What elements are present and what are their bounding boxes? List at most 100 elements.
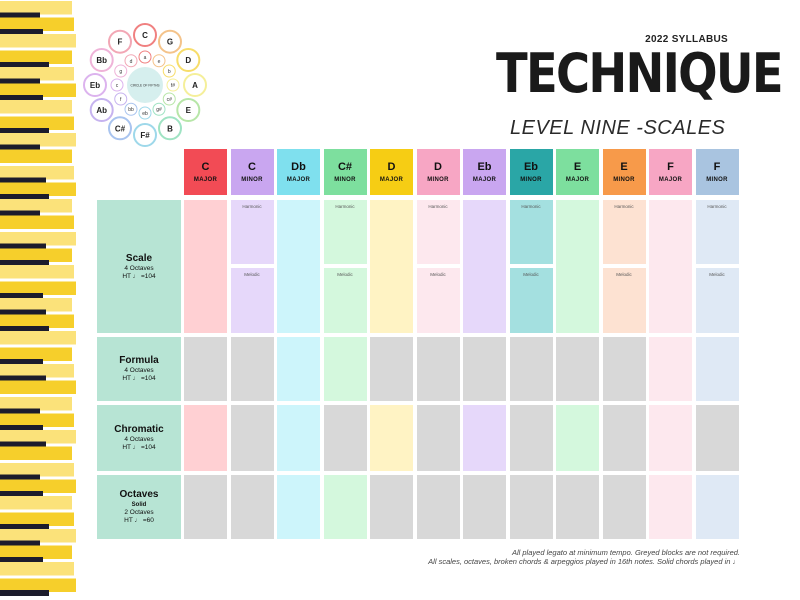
piano-black-key: [0, 210, 40, 217]
piano-white-key: [0, 199, 72, 213]
row-detail: 4 Octaves: [124, 264, 154, 272]
piano-white-key: [0, 331, 76, 345]
piano-white-key: [0, 83, 76, 97]
chromatic-cell: [370, 405, 413, 471]
minor-key-bubble: [162, 92, 176, 106]
octaves-cell: [277, 475, 320, 539]
major-key-bubble: [83, 73, 107, 97]
scale-cell-melodic: Melodic: [230, 268, 274, 333]
major-key-bubble: [158, 29, 182, 54]
octaves-cell: [602, 475, 646, 539]
chromatic-cell: [323, 405, 367, 471]
row-label-formula: Formula 4 Octaves HT ♩ =104: [97, 337, 181, 401]
piano-black-key: [0, 441, 46, 448]
row-label-chromatic: Chromatic 4 Octaves HT ♩ =104: [97, 405, 181, 471]
piano-black-key: [0, 95, 43, 101]
column-header: D MAJOR: [370, 149, 413, 195]
octaves-cell: [556, 475, 599, 539]
octaves-cell: [509, 475, 553, 539]
column-header: Eb MINOR: [509, 149, 553, 195]
piano-white-key: [0, 50, 72, 64]
scale-cell-harmonic: Harmonic: [602, 200, 646, 264]
piano-white-key: [0, 446, 72, 460]
piano-black-key: [0, 491, 43, 497]
scale-cell: [649, 200, 692, 333]
minor-key-label: eb: [142, 111, 148, 117]
column-quality: MAJOR: [472, 177, 497, 183]
minor-key-label: e: [158, 59, 161, 65]
major-key-label: C: [142, 31, 148, 40]
column-header: E MAJOR: [556, 149, 599, 195]
column-header: D MINOR: [416, 149, 460, 195]
column-key: C#: [337, 161, 353, 173]
piano-white-key: [0, 1, 72, 15]
piano-white-key: [0, 17, 74, 31]
piano-black-key: [0, 293, 43, 299]
minor-key-label: c: [116, 83, 119, 89]
piano-black-key: [0, 144, 40, 151]
major-key-label: F#: [140, 131, 150, 140]
minor-key-bubble: [152, 54, 166, 68]
circle-of-fifths-graphic: CIRCLE OF FIFTHS Ca Ge Db Af# Ec# Bg# F# eb C# bb A…: [83, 23, 207, 147]
chromatic-cell: [463, 405, 506, 471]
piano-black-key: [0, 78, 40, 85]
piano-keys-decoration: [0, 1, 76, 596]
major-key-bubble: [176, 48, 201, 72]
harmonic-label: Harmonic: [521, 204, 541, 209]
major-key-label: Bb: [96, 56, 107, 65]
piano-white-key: [0, 182, 76, 196]
piano-white-key: [0, 314, 74, 328]
minor-key-label: g: [119, 69, 122, 75]
piano-black-key: [0, 326, 49, 332]
major-key-bubble: [108, 29, 132, 54]
scale-cell-harmonic: Harmonic: [323, 200, 367, 264]
column-key: F: [667, 161, 674, 173]
harmonic-label: Harmonic: [614, 204, 634, 209]
octaves-cell: [230, 475, 274, 539]
column-quality: MINOR: [613, 177, 635, 183]
footer-note-2: All scales, octaves, broken chords & arp…: [428, 557, 740, 566]
piano-black-key: [0, 309, 46, 316]
piano-black-key: [0, 260, 49, 266]
piano-black-key: [0, 29, 43, 35]
formula-cell: [230, 337, 274, 401]
octaves-cell: [184, 475, 227, 539]
harmonic-label: Harmonic: [428, 204, 448, 209]
row-name: Formula: [119, 355, 159, 366]
column-key: C: [201, 161, 210, 173]
major-key-label: B: [167, 124, 173, 133]
minor-key-bubble: [138, 50, 152, 64]
major-key-label: F: [118, 38, 123, 47]
major-key-bubble: [158, 116, 182, 141]
formula-cell: [184, 337, 227, 401]
chromatic-cell: [230, 405, 274, 471]
octaves-cell: [370, 475, 413, 539]
piano-white-key: [0, 479, 76, 493]
column-quality: MAJOR: [286, 177, 311, 183]
piano-black-key: [0, 62, 49, 68]
formula-cell: [416, 337, 460, 401]
column-header: C# MINOR: [323, 149, 367, 195]
row-detail: 4 Octaves: [124, 436, 154, 443]
page-title: TECHNIQUE: [496, 42, 784, 105]
piano-black-key: [0, 12, 40, 19]
row-detail: HT ♩ =104: [122, 444, 156, 451]
column-key: D: [434, 161, 442, 173]
chromatic-cell: [509, 405, 553, 471]
formula-cell: [649, 337, 692, 401]
minor-key-label: g#: [156, 107, 162, 113]
piano-white-key: [0, 298, 72, 312]
minor-key-bubble: [162, 64, 176, 78]
row-label-octaves: Octaves Solid 2 Octaves HT ♩ =60: [97, 475, 181, 539]
scale-cell: [277, 200, 320, 333]
melodic-label: Melodic: [616, 272, 632, 277]
piano-white-key: [0, 34, 76, 48]
column-quality: MINOR: [334, 177, 356, 183]
piano-black-key: [0, 408, 40, 415]
major-key-bubble: [176, 98, 201, 122]
scale-cell-harmonic: Harmonic: [416, 200, 460, 264]
piano-black-key: [0, 375, 46, 382]
column-key: Db: [291, 161, 306, 173]
row-detail: 2 Octaves: [124, 509, 154, 516]
chromatic-cell: [695, 405, 739, 471]
